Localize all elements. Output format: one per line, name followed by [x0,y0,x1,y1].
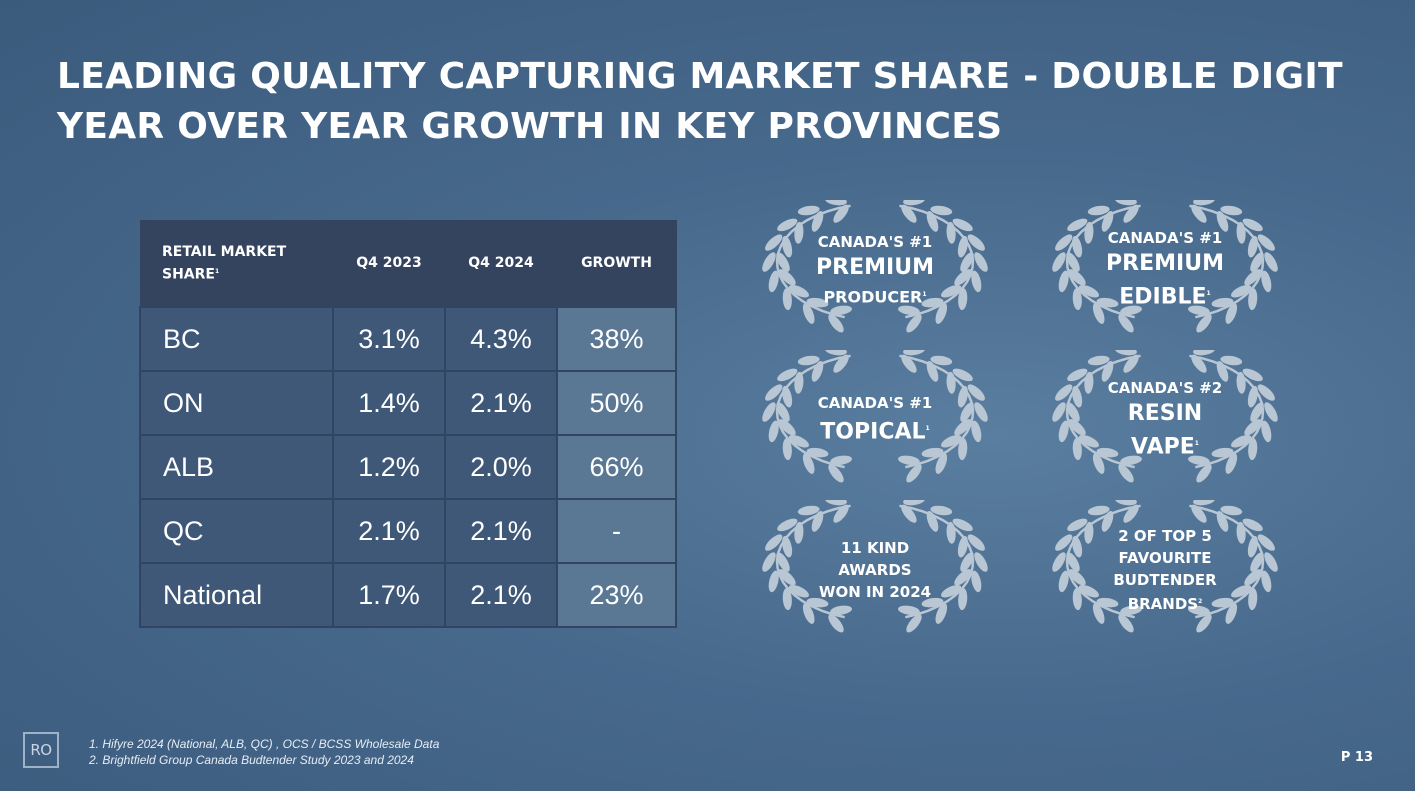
footnotes: 1. Hifyre 2024 (National, ALB, QC) , OCS… [89,736,439,768]
header-retail-market-share: RETAIL MARKET SHARE1 [140,220,334,307]
header-q4-2024: Q4 2024 [445,220,559,307]
region-cell: ALB [139,434,334,500]
q4-2024-cell: 2.1% [444,562,559,628]
header-growth: GROWTH [557,220,677,307]
slide-title-line2: YEAR OVER YEAR GROWTH IN KEY PROVINCES [57,106,1003,147]
q4-2023-cell: 1.4% [331,370,447,436]
q4-2024-cell: 2.0% [444,434,559,500]
table-row: ON 1.4% 2.1% 50% [139,370,677,436]
q4-2023-cell: 1.2% [331,434,447,500]
award-resin-vape: CANADA'S #2 RESIN VAPE1 [1040,350,1330,500]
growth-cell: 66% [556,434,677,500]
laurel-wreath-icon [762,500,988,633]
award-premium-producer: CANADA'S #1 PREMIUM PRODUCER1 [750,200,1040,350]
award-kind-awards: 11 KIND AWARDS WON IN 2024 [750,500,1040,650]
table-header-row: RETAIL MARKET SHARE1 Q4 2023 Q4 2024 GRO… [140,220,677,307]
region-cell: National [139,562,334,628]
q4-2024-cell: 2.1% [444,498,559,564]
laurel-wreath-icon [762,350,988,483]
growth-cell: 50% [556,370,677,436]
footnote-2: 2. Brightfield Group Canada Budtender St… [89,753,414,767]
growth-cell: - [556,498,677,564]
table-row: National 1.7% 2.1% 23% [139,562,677,628]
award-premium-edible: CANADA'S #1 PREMIUM EDIBLE1 [1040,200,1330,350]
laurel-wreath-icon [1052,200,1278,333]
page-number: P 13 [1340,750,1373,765]
growth-cell: 38% [556,306,677,372]
slide-title: LEADING QUALITY CAPTURING MARKET SHARE -… [57,52,1377,152]
awards-grid: CANADA'S #1 PREMIUM PRODUCER1 CANADA'S #… [750,200,1340,650]
q4-2023-cell: 1.7% [331,562,447,628]
market-share-table: RETAIL MARKET SHARE1 Q4 2023 Q4 2024 GRO… [139,220,677,628]
footnote-1: 1. Hifyre 2024 (National, ALB, QC) , OCS… [89,737,440,751]
region-cell: QC [139,498,334,564]
laurel-wreath-icon [762,200,988,333]
table-row: BC 3.1% 4.3% 38% [139,306,677,372]
q4-2023-cell: 3.1% [331,306,447,372]
growth-cell: 23% [556,562,677,628]
q4-2024-cell: 4.3% [444,306,559,372]
q4-2024-cell: 2.1% [444,370,559,436]
q4-2023-cell: 2.1% [331,498,447,564]
laurel-wreath-icon [1052,500,1278,633]
award-budtender-brands: 2 OF TOP 5 FAVOURITE BUDTENDER BRANDS2 [1040,500,1330,650]
table-row: QC 2.1% 2.1% - [139,498,677,564]
table-row: ALB 1.2% 2.0% 66% [139,434,677,500]
header-q4-2023: Q4 2023 [333,220,447,307]
award-topical: CANADA'S #1 TOPICAL1 [750,350,1040,500]
region-cell: ON [139,370,334,436]
company-logo: RO [23,732,59,768]
laurel-wreath-icon [1052,350,1278,483]
slide-title-line1: LEADING QUALITY CAPTURING MARKET SHARE -… [57,56,1343,97]
region-cell: BC [139,306,334,372]
